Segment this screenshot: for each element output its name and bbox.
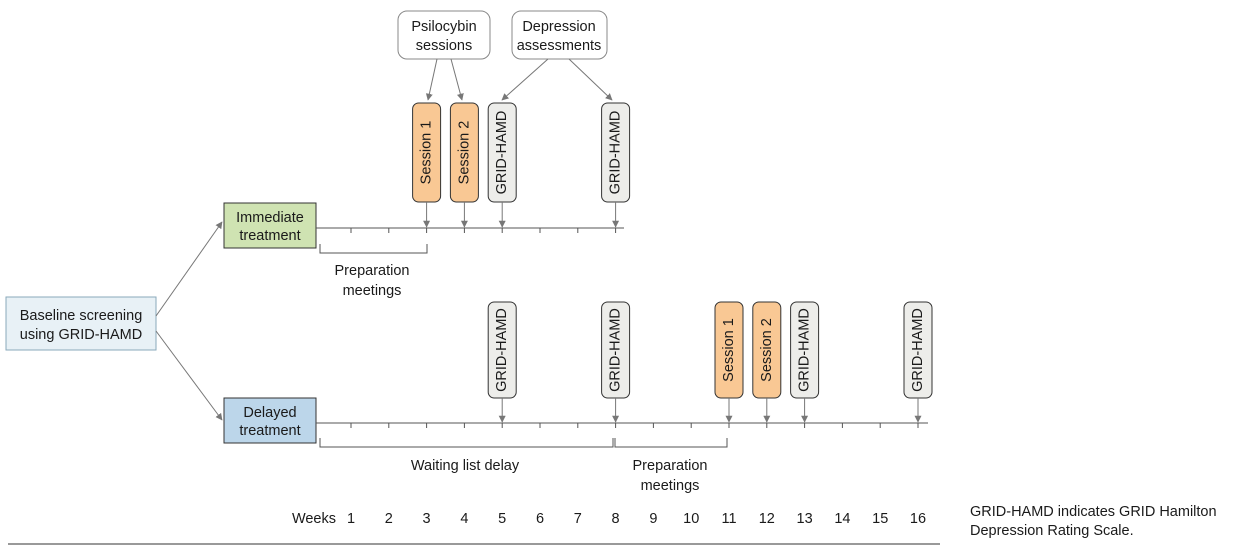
week-label-1: 1 — [347, 511, 355, 527]
immediate-box-rect — [223, 202, 317, 249]
week-label-13: 13 — [797, 511, 813, 527]
immediate-marker-label: GRID-HAMD — [494, 111, 510, 195]
callout-arrow-assess2 — [568, 58, 613, 101]
week-label-9: 9 — [649, 511, 657, 527]
figure-caption: GRID-HAMD indicates GRID Hamilton Depres… — [970, 504, 1217, 539]
waiting-list-label: Waiting list delay — [411, 458, 520, 474]
delayed-marker-label: GRID-HAMD — [910, 308, 926, 392]
callout-arrow-assess1 — [501, 58, 549, 101]
immediate-marker-label: GRID-HAMD — [608, 111, 624, 195]
week-label-6: 6 — [536, 511, 544, 527]
depression-callout: Depression assessments — [511, 10, 608, 60]
delayed-marker-assessment: GRID-HAMD — [790, 301, 820, 423]
psilocybin-line1: Psilocybin — [411, 19, 476, 35]
week-label-10: 10 — [683, 511, 699, 527]
callout-arrow-session1 — [425, 58, 438, 101]
branch-arrow-delayed — [155, 330, 223, 421]
depression-callout-rect — [511, 10, 608, 60]
week-label-14: 14 — [834, 511, 850, 527]
immediate-marker-session: Session 2 — [449, 102, 479, 228]
baseline-screening-box: Baseline screening using GRID-HAMD — [5, 296, 157, 351]
immediate-marker-label: Session 2 — [456, 121, 472, 185]
week-label-11: 11 — [721, 511, 736, 527]
immediate-marker-session: Session 1 — [412, 102, 442, 228]
week-label-3: 3 — [423, 511, 431, 527]
immediate-marker-assessment: GRID-HAMD — [487, 102, 517, 228]
depression-line2: assessments — [517, 38, 602, 54]
psilocybin-line2: sessions — [416, 38, 472, 54]
delayed-prep-bracket: Preparation meetings — [614, 438, 728, 494]
immediate-line1: Immediate — [236, 210, 304, 226]
waiting-list-bracket: Waiting list delay — [319, 438, 614, 474]
delayed-prep-line1: Preparation — [633, 458, 708, 474]
callout-arrow-session2 — [450, 58, 464, 101]
week-label-8: 8 — [612, 511, 620, 527]
baseline-line2: using GRID-HAMD — [20, 327, 142, 343]
week-label-15: 15 — [872, 511, 888, 527]
immediate-prep-line1: Preparation — [335, 263, 410, 279]
week-label-12: 12 — [759, 511, 775, 527]
delayed-timeline: GRID-HAMD GRID-HAMD Session 1 Session 2 GRID… — [316, 301, 933, 428]
week-label-4: 4 — [460, 511, 468, 527]
delayed-prep-line2: meetings — [641, 478, 700, 494]
delayed-marker-label: Session 1 — [721, 318, 737, 382]
depression-line1: Depression — [522, 19, 595, 35]
delayed-marker-session: Session 1 — [714, 301, 744, 423]
delayed-marker-label: GRID-HAMD — [797, 308, 813, 392]
immediate-prep-bracket: Preparation meetings — [319, 244, 428, 299]
delayed-marker-assessment: GRID-HAMD — [487, 301, 517, 423]
immediate-prep-line2: meetings — [343, 283, 402, 299]
delayed-marker-label: Session 2 — [759, 318, 775, 382]
immediate-marker-assessment: GRID-HAMD — [601, 102, 631, 228]
psilocybin-callout-rect — [397, 10, 491, 60]
immediate-line2: treatment — [239, 228, 300, 244]
delayed-prep-bracket-line — [614, 438, 728, 448]
immediate-prep-bracket-line — [319, 244, 428, 254]
immediate-treatment-box: Immediate treatment — [223, 202, 317, 249]
delayed-treatment-box: Delayed treatment — [223, 397, 317, 444]
baseline-line1: Baseline screening — [20, 308, 143, 324]
waiting-list-bracket-line — [319, 438, 614, 448]
weeks-axis-title: Weeks — [292, 511, 336, 527]
delayed-marker-label: GRID-HAMD — [608, 308, 624, 392]
delayed-box-rect — [223, 397, 317, 444]
weeks-axis: Weeks 1 2 3 4 5 6 7 8 9 10 11 12 13 14 15 16 — [292, 511, 926, 527]
delayed-line1: Delayed — [243, 405, 296, 421]
baseline-box-rect — [5, 296, 157, 351]
immediate-marker-label: Session 1 — [419, 121, 435, 185]
delayed-marker-session: Session 2 — [752, 301, 782, 423]
week-label-16: 16 — [910, 511, 926, 527]
delayed-marker-label: GRID-HAMD — [494, 308, 510, 392]
week-label-7: 7 — [574, 511, 582, 527]
week-label-5: 5 — [498, 511, 506, 527]
delayed-marker-assessment: GRID-HAMD — [903, 301, 933, 423]
immediate-timeline: Session 1 Session 2 GRID-HAMD GRID-HAMD — [316, 102, 631, 233]
branch-arrow-immediate — [155, 221, 223, 317]
psilocybin-callout: Psilocybin sessions — [397, 10, 491, 60]
delayed-line2: treatment — [239, 423, 300, 439]
delayed-marker-assessment: GRID-HAMD — [601, 301, 631, 423]
week-label-2: 2 — [385, 511, 393, 527]
